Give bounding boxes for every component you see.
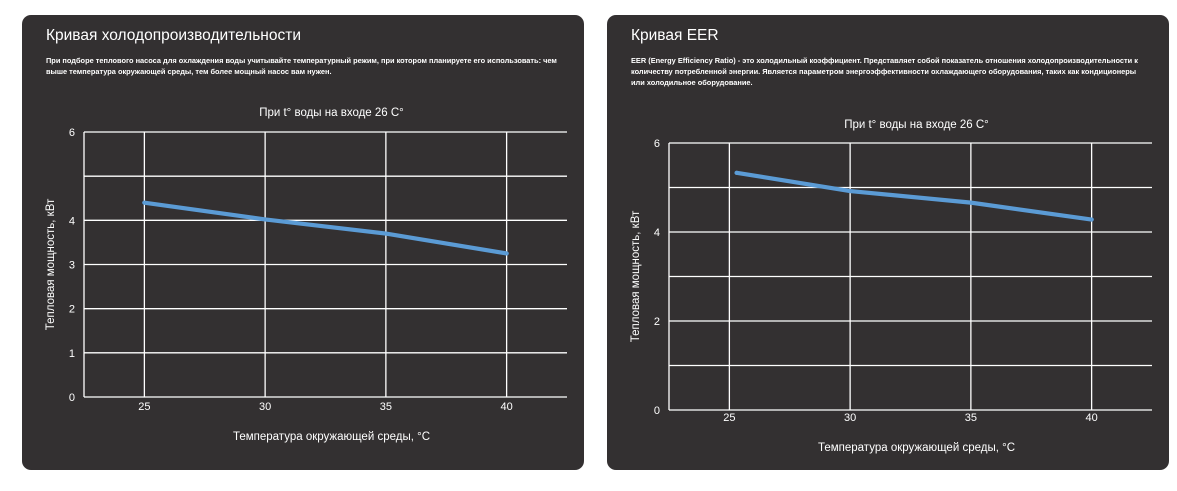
y-tick-label: 4 — [654, 227, 660, 239]
data-point — [383, 231, 388, 236]
eer-card: Кривая EER EER (Energy Efficiency Ratio)… — [607, 15, 1169, 470]
data-point — [504, 251, 509, 256]
data-point — [263, 217, 268, 222]
series-line — [734, 170, 1094, 222]
y-tick-label: 4 — [69, 215, 75, 227]
data-point — [734, 170, 739, 175]
data-point — [968, 200, 973, 205]
y-axis-label: Тепловая мощность, кВт — [630, 210, 642, 342]
series-line — [142, 200, 509, 256]
y-tick-label: 1 — [69, 348, 75, 360]
y-tick-label: 3 — [69, 260, 75, 272]
x-tick-label: 35 — [965, 412, 977, 424]
data-point — [1089, 217, 1094, 222]
y-tick-label: 6 — [654, 138, 660, 150]
x-tick-label: 25 — [723, 412, 735, 424]
y-axis-label: Тепловая мощность, кВт — [45, 198, 57, 330]
data-point — [142, 200, 147, 205]
card-title: Кривая холодопроизводительности — [46, 27, 301, 44]
grid-lines — [668, 142, 1152, 411]
cooling-capacity-chart: 0 1 2 3 4 6 25 30 35 40 При t° воды на входе 26 С°… — [45, 107, 567, 443]
card-title: Кривая EER — [631, 27, 719, 44]
x-tick-label: 30 — [844, 412, 856, 424]
y-tick-label: 2 — [654, 316, 660, 328]
card-description: При подборе теплового насоса для охлажде… — [46, 56, 557, 76]
x-tick-label: 25 — [138, 401, 150, 413]
x-tick-label: 40 — [501, 401, 513, 413]
x-axis-label: Температура окружающей среды, °С — [233, 431, 430, 443]
x-tick-label: 35 — [380, 401, 392, 413]
y-tick-label: 0 — [654, 405, 660, 417]
y-tick-label: 6 — [69, 127, 75, 139]
y-tick-label: 2 — [69, 304, 75, 316]
x-tick-label: 40 — [1086, 412, 1098, 424]
x-axis-label: Температура окружающей среды, °С — [818, 442, 1015, 454]
chart-title: При t° воды на входе 26 С° — [259, 107, 404, 119]
card-description: EER (Energy Efficiency Ratio) - это холо… — [631, 56, 1138, 87]
y-tick-label: 0 — [69, 392, 75, 404]
grid-lines — [83, 131, 567, 398]
eer-chart: 0 2 4 6 25 30 35 40 При t° воды на входе 26 С° Те… — [630, 119, 1152, 454]
data-point — [848, 188, 853, 194]
chart-title: При t° воды на входе 26 С° — [844, 119, 989, 131]
cooling-capacity-card: Кривая холодопроизводительности При подб… — [22, 15, 584, 470]
x-tick-label: 30 — [259, 401, 271, 413]
